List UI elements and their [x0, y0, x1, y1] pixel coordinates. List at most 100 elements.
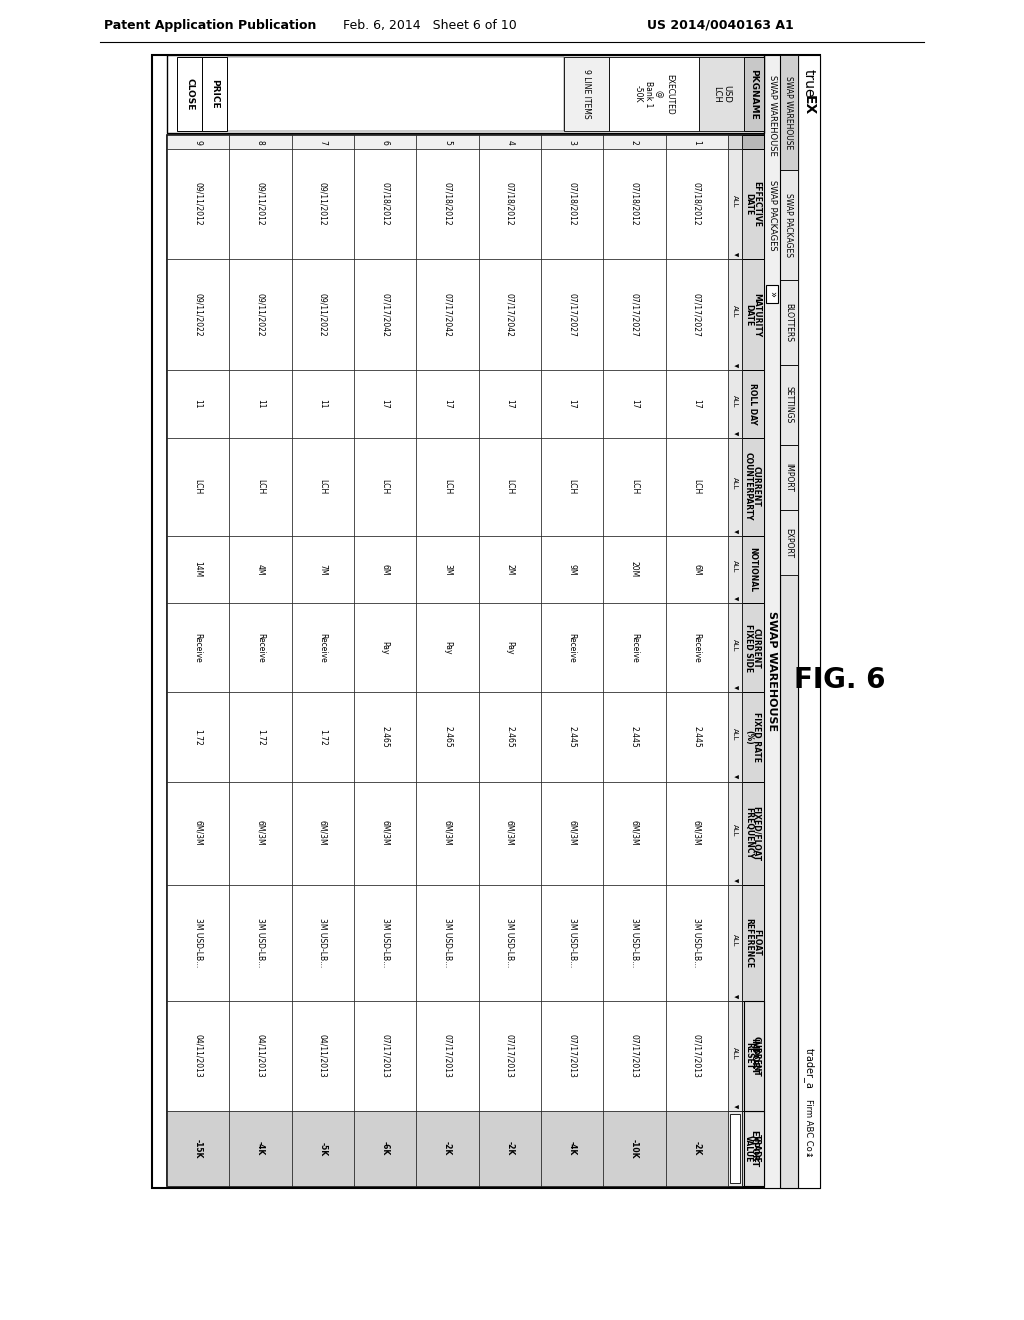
Text: 2.445: 2.445: [567, 726, 577, 748]
Bar: [478, 260, 541, 370]
Text: EXECUTED
@
Bank 1
-50K: EXECUTED @ Bank 1 -50K: [634, 74, 674, 115]
Bar: [177, 57, 202, 131]
Text: ▼: ▼: [732, 685, 737, 689]
Bar: [167, 438, 229, 536]
Bar: [167, 135, 764, 1185]
Bar: [417, 603, 478, 693]
Bar: [229, 260, 292, 370]
Bar: [167, 693, 229, 781]
Text: -4K: -4K: [256, 1142, 265, 1156]
Text: NOTIONAL: NOTIONAL: [749, 546, 758, 591]
Text: ▼: ▼: [732, 878, 737, 882]
Text: REFERENCE: REFERENCE: [744, 917, 753, 968]
Bar: [417, 438, 478, 536]
Bar: [354, 1001, 417, 1111]
Bar: [541, 260, 603, 370]
Text: 14M: 14M: [194, 561, 203, 578]
Text: BLOTTERS: BLOTTERS: [784, 304, 794, 342]
Text: 3M USD-LB...: 3M USD-LB...: [567, 919, 577, 968]
Text: COUNTERPARTY: COUNTERPARTY: [744, 453, 753, 521]
Bar: [417, 1001, 478, 1111]
Text: CURRENT: CURRENT: [752, 466, 761, 507]
Text: 6M/3M: 6M/3M: [443, 821, 452, 846]
Bar: [417, 781, 478, 884]
Text: ▼: ▼: [732, 528, 737, 533]
Text: 3M USD-LB...: 3M USD-LB...: [630, 919, 639, 968]
Text: Pay: Pay: [443, 642, 452, 655]
Text: TRADE: TRADE: [752, 1134, 761, 1163]
Text: 3M USD-LB...: 3M USD-LB...: [381, 919, 390, 968]
Text: FIXED/FLOAT: FIXED/FLOAT: [752, 805, 761, 861]
Text: ALL: ALL: [732, 395, 738, 407]
Bar: [229, 1001, 292, 1111]
Bar: [780, 280, 798, 366]
Text: 3M USD-LB...: 3M USD-LB...: [443, 919, 452, 968]
Bar: [229, 135, 292, 149]
Text: ▼: ▼: [732, 1104, 737, 1109]
Bar: [167, 135, 229, 149]
Text: 6M/3M: 6M/3M: [505, 821, 514, 846]
Bar: [541, 1001, 603, 1111]
Text: ▼: ▼: [732, 252, 737, 256]
Text: 07/17/2042: 07/17/2042: [381, 293, 390, 337]
Bar: [167, 603, 229, 693]
Text: LCH: LCH: [567, 479, 577, 494]
Bar: [292, 260, 354, 370]
Bar: [167, 781, 229, 884]
Text: 07/18/2012: 07/18/2012: [630, 182, 639, 226]
Text: 3: 3: [567, 140, 577, 144]
Text: IMPORT: IMPORT: [784, 463, 794, 492]
Bar: [666, 438, 728, 536]
Bar: [728, 781, 742, 884]
Bar: [152, 55, 820, 1188]
Text: 11: 11: [318, 399, 328, 409]
Bar: [780, 55, 798, 1188]
Text: 6M/3M: 6M/3M: [194, 821, 203, 846]
Bar: [666, 1001, 728, 1111]
Bar: [167, 55, 764, 133]
Text: MATURITY: MATURITY: [752, 293, 761, 337]
Bar: [541, 603, 603, 693]
Text: 04/11/2013: 04/11/2013: [194, 1034, 203, 1078]
Bar: [167, 149, 229, 260]
Bar: [603, 1111, 666, 1185]
Bar: [354, 781, 417, 884]
Text: EXPORT: EXPORT: [750, 1130, 759, 1167]
Text: 7: 7: [318, 140, 328, 144]
Text: 1.72: 1.72: [318, 729, 328, 746]
Text: PKGNAME: PKGNAME: [750, 69, 759, 119]
Text: USD
LCH: USD LCH: [712, 84, 731, 103]
Text: ▼: ▼: [732, 994, 737, 998]
Bar: [417, 693, 478, 781]
Bar: [541, 1111, 603, 1185]
Bar: [167, 370, 229, 438]
Text: 07/18/2012: 07/18/2012: [567, 182, 577, 226]
Bar: [354, 536, 417, 603]
Text: 6M: 6M: [692, 564, 701, 576]
Bar: [728, 438, 742, 536]
Text: LCH: LCH: [318, 479, 328, 494]
Text: 07/17/2013: 07/17/2013: [381, 1034, 390, 1078]
Bar: [541, 781, 603, 884]
Text: ALL: ALL: [732, 824, 738, 837]
Bar: [780, 445, 798, 510]
Text: CLOSE: CLOSE: [185, 78, 194, 110]
Text: CURRENT: CURRENT: [752, 1036, 761, 1076]
Bar: [478, 536, 541, 603]
Bar: [564, 57, 609, 131]
Bar: [742, 370, 764, 438]
Text: 17: 17: [381, 399, 390, 409]
Text: 17: 17: [505, 399, 514, 409]
Text: Receive: Receive: [692, 634, 701, 663]
Text: ALL: ALL: [732, 560, 738, 573]
Text: ▼: ▼: [732, 775, 737, 779]
Bar: [603, 135, 666, 149]
Text: 6M/3M: 6M/3M: [256, 821, 265, 846]
Bar: [666, 149, 728, 260]
Text: ROLL DAY: ROLL DAY: [749, 383, 758, 425]
Text: 07/18/2012: 07/18/2012: [505, 182, 514, 226]
Bar: [666, 135, 728, 149]
Bar: [354, 438, 417, 536]
Text: 07/18/2012: 07/18/2012: [692, 182, 701, 226]
Bar: [354, 693, 417, 781]
